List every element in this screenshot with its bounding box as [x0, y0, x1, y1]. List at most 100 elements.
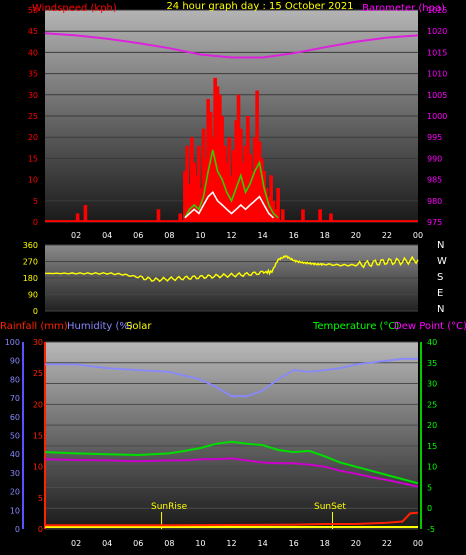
hour-tick-label: 04: [102, 539, 112, 548]
wind-gust-bar: [194, 175, 199, 222]
wind-tick-label: 50: [28, 6, 38, 15]
hour-tick-label: 12: [226, 231, 236, 240]
temp-tick-label: 5: [427, 483, 432, 492]
baro-tick-label: 1010: [427, 70, 447, 79]
humidity-tick-label: 60: [10, 413, 20, 422]
wind-gust-bar: [301, 209, 305, 222]
hour-tick-label: 08: [164, 231, 174, 240]
baro-tick-label: 1025: [427, 6, 447, 15]
rain-tick-label: 25: [33, 369, 43, 378]
rain-tick-label: 0: [38, 525, 43, 534]
temp-tick-label: 10: [427, 463, 437, 472]
wind-gust-bar: [156, 209, 161, 222]
humidity-tick-label: 40: [10, 450, 20, 459]
baro-tick-label: 985: [427, 176, 442, 185]
wind-gust-bar: [232, 149, 236, 222]
wind-tick-label: 15: [28, 154, 38, 163]
wind-gust-bar: [246, 116, 250, 222]
wind-tick-label: 20: [28, 133, 38, 142]
direction-tick-label: 180: [23, 274, 38, 283]
dewpoint-title: Dew Point (°C): [394, 321, 466, 332]
baro-tick-label: 975: [427, 218, 442, 227]
wind-gust-bar: [204, 158, 208, 222]
wind-tick-label: 10: [28, 176, 38, 185]
compass-label: N: [437, 304, 444, 315]
hour-tick-label: 06: [133, 231, 143, 240]
wind-gust-bar: [211, 137, 215, 222]
temperature-line: [44, 440, 419, 485]
solar-title: Solar: [126, 321, 152, 332]
baro-tick-label: 1005: [427, 91, 447, 100]
hour-tick-label: 20: [351, 231, 361, 240]
humidity-tick-label: 100: [5, 338, 20, 347]
hour-tick-label: 06: [133, 539, 143, 548]
wind-gust-bar: [213, 77, 217, 222]
humidity-tick-label: 50: [10, 432, 20, 441]
wind-speed-line: [184, 191, 275, 219]
temp-tick-label: 25: [427, 400, 437, 409]
compass-label: W: [437, 256, 447, 267]
wind-gust-bar: [255, 90, 259, 222]
hour-tick-label: 10: [195, 539, 205, 548]
wind-tick-label: 40: [28, 48, 38, 57]
wind-gust-bar: [269, 175, 273, 222]
chart-marks: [22, 32, 422, 529]
wind-gust-bar: [178, 213, 183, 222]
humidity-tick-label: 80: [10, 375, 20, 384]
temp-tick-label: 15: [427, 442, 437, 451]
temp-tick-label: 20: [427, 421, 437, 430]
wind-direction-line: [44, 255, 419, 283]
wind-gust-bar: [260, 158, 264, 222]
hour-tick-label: 14: [257, 539, 267, 548]
wind-gust-bar: [83, 205, 88, 222]
rainfall-line: [45, 511, 419, 527]
direction-tick-label: 0: [33, 307, 38, 316]
wind-gust-bar: [218, 94, 222, 222]
wind-gust-bar: [197, 145, 201, 222]
wind-gust-bar: [241, 162, 245, 222]
axis-labels: 0510152025303540455097598098599099510001…: [5, 6, 448, 548]
rainfall-title: Rainfall (mm): [0, 321, 68, 332]
direction-tick-label: 90: [28, 291, 38, 300]
wind-tick-label: 30: [28, 91, 38, 100]
wind-gust-bar: [267, 196, 271, 222]
hour-tick-label: 10: [195, 231, 205, 240]
humidity-line: [45, 357, 418, 398]
temp-tick-label: 35: [427, 359, 437, 368]
wind-gust-bar: [262, 171, 266, 222]
wind-gust-bar: [227, 137, 231, 222]
wind-gust-bar: [208, 111, 213, 222]
chart-title: 24 hour graph day : 15 October 2021: [166, 1, 353, 12]
wind-gust-bar: [206, 99, 210, 222]
wind-gust-bar: [190, 137, 194, 222]
wind-gust-bar: [220, 116, 224, 222]
sunset-label: SunSet: [314, 502, 346, 512]
wind-gust-bar: [257, 141, 262, 222]
grid-lines: [45, 9, 418, 530]
hour-tick-label: 02: [71, 231, 81, 240]
direction-tick-label: 360: [23, 241, 38, 250]
wind-gust-bar: [183, 171, 187, 222]
sunrise-label: SunRise: [151, 502, 188, 512]
wind-gust-bar: [75, 213, 80, 222]
hour-tick-label: 22: [382, 231, 392, 240]
temp-panel-bg: [45, 342, 418, 529]
humidity-tick-label: 70: [10, 394, 20, 403]
wind-tick-label: 0: [33, 218, 38, 227]
wind-gust-bar: [248, 154, 252, 222]
hour-tick-label: 08: [164, 539, 174, 548]
wind-gust-bar: [185, 145, 190, 222]
rain-tick-label: 15: [33, 432, 43, 441]
hour-tick-label: 14: [257, 231, 267, 240]
baro-tick-label: 1000: [427, 112, 447, 121]
hour-tick-label: 18: [320, 539, 330, 548]
rain-tick-label: 10: [33, 463, 43, 472]
hour-tick-label: 16: [289, 231, 299, 240]
wind-gust-bar: [253, 137, 257, 222]
temp-tick-label: 0: [427, 504, 432, 513]
wind-gust-bar: [271, 200, 276, 222]
hour-tick-label: 02: [71, 539, 81, 548]
wind-gust-bar: [329, 213, 333, 222]
baro-tick-label: 1015: [427, 48, 447, 57]
